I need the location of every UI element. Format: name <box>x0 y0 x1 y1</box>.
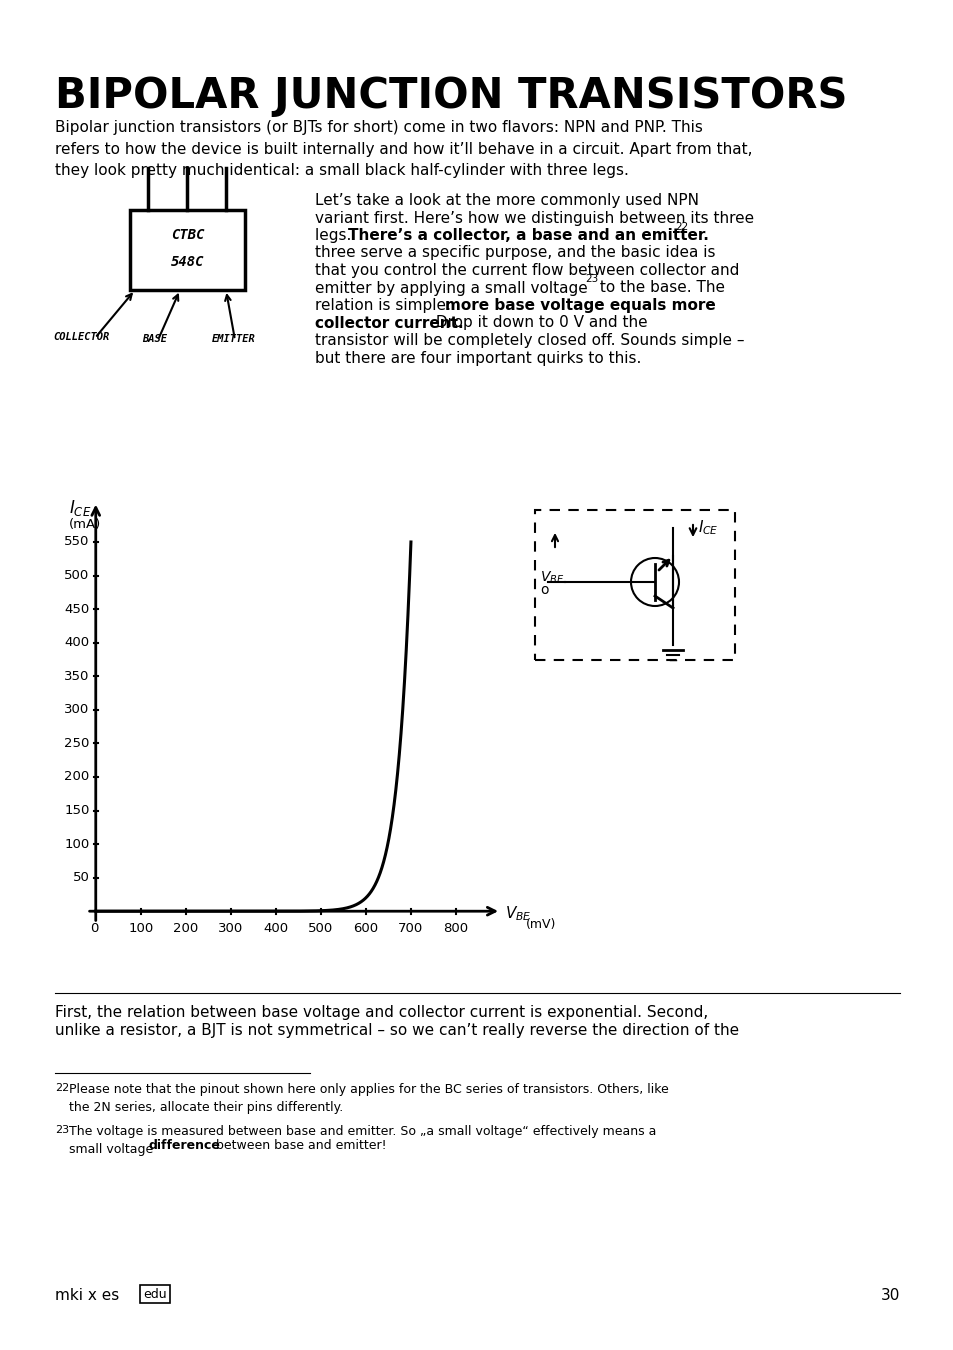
Text: o: o <box>539 583 548 597</box>
Text: 450: 450 <box>64 602 90 616</box>
Text: transistor will be completely closed off. Sounds simple –: transistor will be completely closed off… <box>314 333 743 348</box>
Text: 100: 100 <box>64 837 90 850</box>
Text: 550: 550 <box>64 536 90 548</box>
Text: First, the relation between base voltage and collector current is exponential. S: First, the relation between base voltage… <box>55 1004 707 1021</box>
Text: 548C: 548C <box>171 255 204 269</box>
Text: 200: 200 <box>173 922 198 936</box>
Bar <box>535 510 734 660</box>
Text: difference: difference <box>149 1139 221 1152</box>
Text: 300: 300 <box>64 703 90 717</box>
Text: 50: 50 <box>72 871 90 884</box>
Text: 350: 350 <box>64 670 90 683</box>
Text: three serve a specific purpose, and the basic idea is: three serve a specific purpose, and the … <box>314 246 715 261</box>
Text: relation is simple:: relation is simple: <box>314 298 456 313</box>
Text: 400: 400 <box>263 922 288 936</box>
Text: 300: 300 <box>218 922 243 936</box>
Text: BASE: BASE <box>142 333 167 344</box>
Text: unlike a resistor, a BJT is not symmetrical – so we can’t really reverse the dir: unlike a resistor, a BJT is not symmetri… <box>55 1023 739 1038</box>
Text: 500: 500 <box>64 570 90 582</box>
Text: (mA): (mA) <box>69 518 101 532</box>
Text: 22: 22 <box>675 221 687 232</box>
Text: more base voltage equals more: more base voltage equals more <box>444 298 715 313</box>
Text: 800: 800 <box>443 922 468 936</box>
Text: variant first. Here’s how we distinguish between its three: variant first. Here’s how we distinguish… <box>314 211 753 225</box>
Text: mki x es: mki x es <box>55 1288 119 1303</box>
Text: (mV): (mV) <box>525 918 556 932</box>
Bar <box>130 211 245 290</box>
Text: $I_{CE}$: $I_{CE}$ <box>698 518 718 537</box>
Text: 250: 250 <box>64 737 90 749</box>
Text: There’s a collector, a base and an emitter.: There’s a collector, a base and an emitt… <box>348 228 708 243</box>
Text: The voltage is measured between base and emitter. So „a small voltage“ effective: The voltage is measured between base and… <box>69 1125 656 1156</box>
Text: 23: 23 <box>55 1125 69 1135</box>
Text: 500: 500 <box>308 922 334 936</box>
Text: edu: edu <box>143 1288 167 1300</box>
Text: $I_{CE}$: $I_{CE}$ <box>69 498 91 518</box>
Text: 100: 100 <box>128 922 153 936</box>
Text: collector current.: collector current. <box>314 316 463 331</box>
Text: 30: 30 <box>880 1288 899 1303</box>
Text: EMITTER: EMITTER <box>212 333 255 344</box>
Text: $V_{BE}$: $V_{BE}$ <box>505 904 532 922</box>
Text: but there are four important quirks to this.: but there are four important quirks to t… <box>314 351 640 366</box>
Text: BIPOLAR JUNCTION TRANSISTORS: BIPOLAR JUNCTION TRANSISTORS <box>55 76 846 117</box>
Text: Drop it down to 0 V and the: Drop it down to 0 V and the <box>431 316 647 331</box>
Text: emitter by applying a small voltage: emitter by applying a small voltage <box>314 281 587 296</box>
Text: Bipolar junction transistors (or BJTs for short) come in two flavors: NPN and PN: Bipolar junction transistors (or BJTs fo… <box>55 120 752 178</box>
Text: $V_{BE}$: $V_{BE}$ <box>539 570 564 586</box>
Text: Please note that the pinout shown here only applies for the BC series of transis: Please note that the pinout shown here o… <box>69 1083 668 1114</box>
Text: 22: 22 <box>55 1083 70 1094</box>
Text: 400: 400 <box>64 636 90 649</box>
Text: 0: 0 <box>90 922 98 936</box>
Text: 23: 23 <box>584 274 598 285</box>
Text: CTBC: CTBC <box>171 228 204 242</box>
Text: to the base. The: to the base. The <box>595 281 724 296</box>
Text: Let’s take a look at the more commonly used NPN: Let’s take a look at the more commonly u… <box>314 193 699 208</box>
Text: 700: 700 <box>398 922 423 936</box>
Text: 200: 200 <box>64 771 90 783</box>
Text: legs.: legs. <box>314 228 355 243</box>
Text: 600: 600 <box>353 922 378 936</box>
Text: that you control the current flow between collector and: that you control the current flow betwee… <box>314 263 739 278</box>
Text: 150: 150 <box>64 805 90 817</box>
Text: COLLECTOR: COLLECTOR <box>53 332 110 342</box>
Text: between base and emitter!: between base and emitter! <box>212 1139 386 1152</box>
